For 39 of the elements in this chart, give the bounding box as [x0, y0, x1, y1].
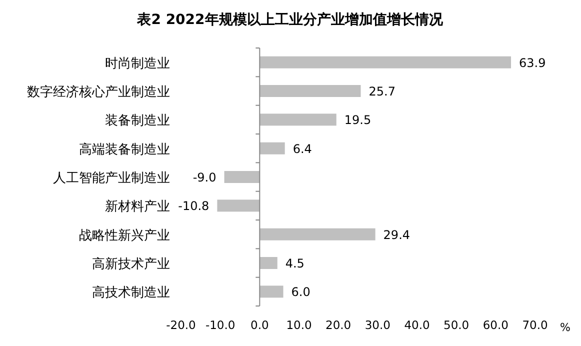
bar: [217, 200, 260, 212]
data-label: 25.7: [368, 84, 396, 98]
bar: [260, 56, 512, 68]
bar: [260, 286, 284, 298]
x-tick-label: 10.0: [286, 318, 312, 332]
chart-title: 表2 2022年规模以上工业分产业增加值增长情况: [136, 11, 444, 28]
bar: [260, 85, 361, 97]
x-tick-label: 50.0: [444, 318, 470, 332]
data-label: -10.8: [178, 199, 210, 214]
bar: [224, 171, 260, 183]
y-tick-label: 高端装备制造业: [79, 141, 170, 158]
y-tick-label: 高新技术产业: [92, 256, 170, 272]
x-tick-label: 20.0: [326, 318, 352, 332]
x-axis-title: %: [560, 321, 570, 334]
y-tick-label: 装备制造业: [105, 114, 170, 129]
bar: [260, 142, 285, 154]
y-tick-label: 高技术制造业: [92, 284, 170, 301]
data-label: 6.4: [292, 142, 312, 156]
x-tick-label: 30.0: [364, 318, 390, 332]
data-label: 19.5: [344, 113, 372, 128]
data-label: 29.4: [383, 228, 410, 242]
y-tick-label: 战略性新兴产业: [79, 228, 170, 244]
data-label: 4.5: [285, 256, 304, 270]
x-tick-label: 40.0: [404, 318, 430, 332]
x-tick-label: -10.0: [205, 318, 236, 332]
y-tick-label: 数字经济核心产业制造业: [27, 84, 170, 100]
x-tick-label: 0.0: [250, 318, 269, 332]
bar: [260, 257, 278, 269]
data-label: 6.0: [291, 285, 310, 300]
x-tick-label: 60.0: [482, 318, 508, 332]
y-tick-label: 时尚制造业: [105, 56, 170, 72]
y-tick-label: 人工智能产业制造业: [53, 171, 170, 186]
x-tick-label: 70.0: [522, 318, 548, 332]
bar: [260, 114, 336, 126]
x-tick-label: -20.0: [166, 318, 196, 332]
data-label: -9.0: [192, 170, 216, 184]
data-label: 63.9: [519, 56, 546, 70]
y-tick-label: 新材料产业: [105, 200, 170, 215]
bar: [260, 228, 376, 240]
